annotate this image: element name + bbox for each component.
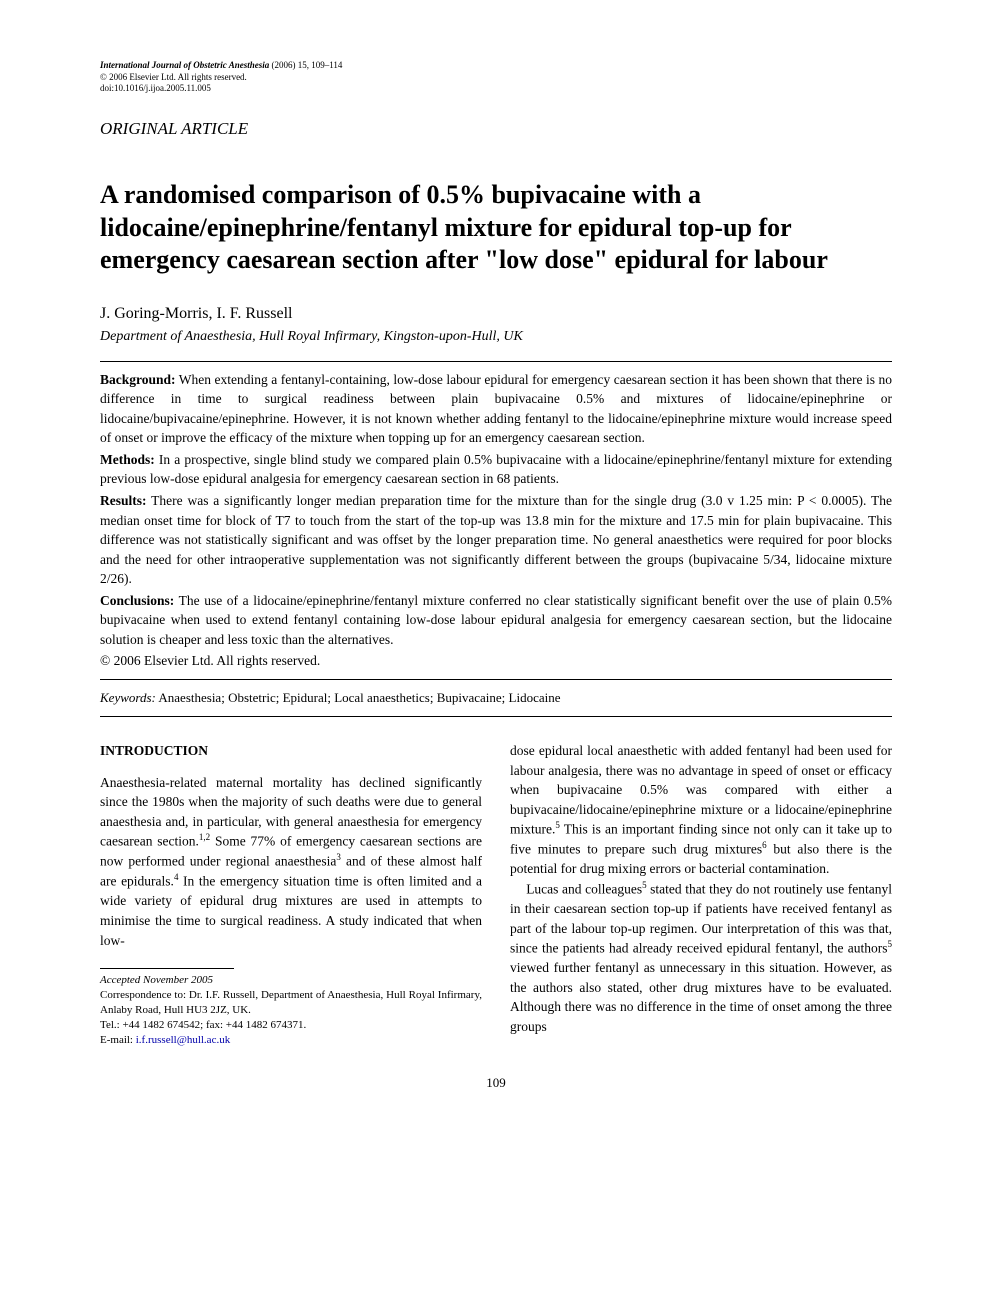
tel-fax: Tel.: +44 1482 674542; fax: +44 1482 674… xyxy=(100,1018,482,1033)
intro-paragraph-left: Anaesthesia-related maternal mortality h… xyxy=(100,773,482,951)
header-copyright: © 2006 Elsevier Ltd. All rights reserved… xyxy=(100,72,892,84)
results-label: Results: xyxy=(100,493,147,508)
keywords-text: Anaesthesia; Obstetric; Epidural; Local … xyxy=(156,690,561,705)
page-number: 109 xyxy=(100,1075,892,1091)
intro-paragraph-right-1: dose epidural local anaesthetic with add… xyxy=(510,741,892,879)
background-label: Background: xyxy=(100,372,176,387)
keywords-block: Keywords: Anaesthesia; Obstetric; Epidur… xyxy=(100,690,892,706)
abstract-background: Background: When extending a fentanyl-co… xyxy=(100,370,892,448)
header-doi: doi:10.1016/j.ijoa.2005.11.005 xyxy=(100,83,892,95)
accepted-date: Accepted November 2005 xyxy=(100,973,482,988)
abstract-results: Results: There was a significantly longe… xyxy=(100,491,892,589)
body-columns: INTRODUCTION Anaesthesia-related materna… xyxy=(100,741,892,1047)
left-column: INTRODUCTION Anaesthesia-related materna… xyxy=(100,741,482,1047)
email-address: i.f.russell@hull.ac.uk xyxy=(136,1034,230,1046)
results-text: There was a significantly longer median … xyxy=(100,493,892,586)
background-text: When extending a fentanyl-containing, lo… xyxy=(100,372,892,446)
abstract-block: Background: When extending a fentanyl-co… xyxy=(100,370,892,671)
cite-5c: 5 xyxy=(888,939,893,949)
authors: J. Goring-Morris, I. F. Russell xyxy=(100,305,892,323)
right-column: dose epidural local anaesthetic with add… xyxy=(510,741,892,1047)
intro-heading: INTRODUCTION xyxy=(100,741,482,761)
correspondence: Correspondence to: Dr. I.F. Russell, Dep… xyxy=(100,988,482,1018)
keywords-label: Keywords: xyxy=(100,690,156,705)
keywords-bottom-rule xyxy=(100,716,892,717)
intro-paragraph-right-2: Lucas and colleagues5 stated that they d… xyxy=(510,879,892,1037)
methods-label: Methods: xyxy=(100,452,155,467)
journal-name: International Journal of Obstetric Anest… xyxy=(100,60,269,70)
conclusions-text: The use of a lidocaine/epinephrine/fenta… xyxy=(100,593,892,647)
abstract-copyright: © 2006 Elsevier Ltd. All rights reserved… xyxy=(100,651,892,671)
journal-citation: International Journal of Obstetric Anest… xyxy=(100,60,892,72)
email-line: E-mail: i.f.russell@hull.ac.uk xyxy=(100,1033,482,1048)
footnote-rule xyxy=(100,968,234,969)
right-p2-a: Lucas and colleagues xyxy=(526,881,642,896)
conclusions-label: Conclusions: xyxy=(100,593,174,608)
article-type: ORIGINAL ARTICLE xyxy=(100,119,892,139)
citation-rest: (2006) 15, 109–114 xyxy=(269,60,342,70)
email-label: E-mail: xyxy=(100,1034,136,1046)
article-title: A randomised comparison of 0.5% bupivaca… xyxy=(100,179,892,277)
affiliation: Department of Anaesthesia, Hull Royal In… xyxy=(100,329,892,345)
abstract-top-rule xyxy=(100,361,892,362)
footnote-block: Accepted November 2005 Correspondence to… xyxy=(100,973,482,1047)
methods-text: In a prospective, single blind study we … xyxy=(100,452,892,487)
abstract-conclusions: Conclusions: The use of a lidocaine/epin… xyxy=(100,591,892,650)
cite-1-2: 1,2 xyxy=(199,832,210,842)
right-p2-c: viewed further fentanyl as unnecessary i… xyxy=(510,960,892,1034)
abstract-methods: Methods: In a prospective, single blind … xyxy=(100,450,892,489)
abstract-bottom-rule xyxy=(100,679,892,680)
journal-header: International Journal of Obstetric Anest… xyxy=(100,60,892,95)
